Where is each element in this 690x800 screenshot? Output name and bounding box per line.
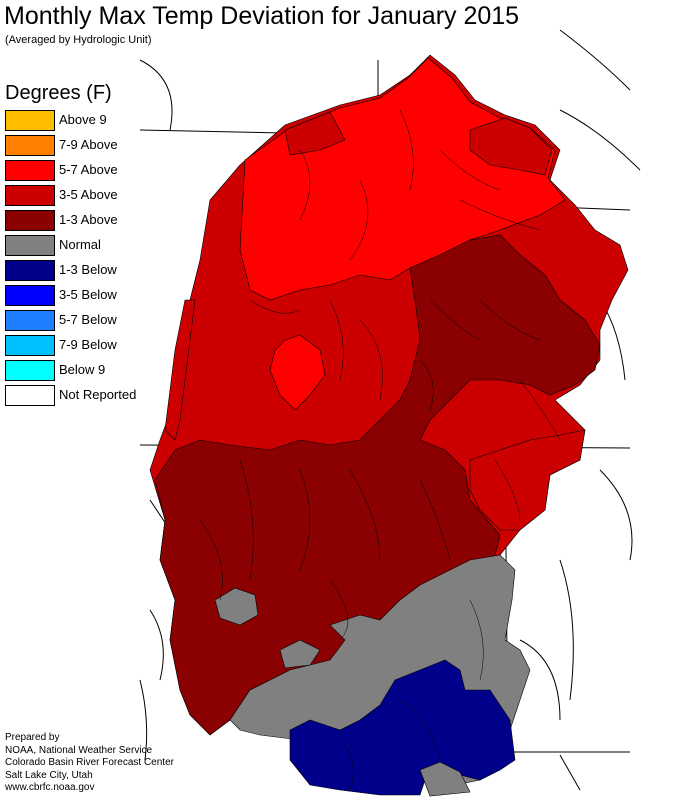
legend-item-5-7-above: 5-7 Above [5, 160, 175, 181]
credit-line: Salt Lake City, Utah [5, 769, 93, 781]
region-normal-mid [279, 639, 321, 669]
legend-label: 3-5 Below [59, 287, 117, 302]
legend-swatch [5, 335, 55, 356]
region-3-5-above-west-strip [164, 299, 196, 441]
credit-line: NOAA, National Weather Service [5, 744, 153, 756]
legend-label: 7-9 Above [59, 137, 118, 152]
legend-label: 5-7 Above [59, 162, 118, 177]
legend-swatch [5, 360, 55, 381]
legend-label: 7-9 Below [59, 337, 117, 352]
legend-item-7-9-above: 7-9 Above [5, 135, 175, 156]
map-subtitle: (Averaged by Hydrologic Unit) [5, 34, 152, 46]
legend-label: Below 9 [59, 362, 106, 377]
legend-swatch [5, 260, 55, 281]
legend-label: 5-7 Below [59, 312, 117, 327]
legend-label: 1-3 Above [59, 212, 118, 227]
legend-label: 1-3 Below [59, 262, 117, 277]
credit-line: www.cbrfc.noaa.gov [5, 782, 95, 793]
legend-item-normal: Normal [5, 235, 175, 256]
legend-label: 3-5 Above [59, 187, 118, 202]
legend-item-7-9-below: 7-9 Below [5, 335, 175, 356]
legend-item-above-9: Above 9 [5, 110, 175, 131]
legend-swatch [5, 160, 55, 181]
region-3-5-above-east [469, 429, 586, 531]
region-normal-south [419, 761, 471, 797]
legend-item-1-3-above: 1-3 Above [5, 210, 175, 231]
region-3-5-above-ne [469, 117, 553, 176]
legend-label: Normal [59, 237, 101, 252]
region-normal-west [214, 587, 259, 626]
map-title: Monthly Max Temp Deviation for January 2… [4, 2, 520, 30]
legend-swatch [5, 110, 55, 131]
credit-line: Colorado Basin River Forecast Center [5, 757, 174, 768]
legend-swatch [5, 285, 55, 306]
basin-regions [149, 54, 629, 797]
credit-line: Prepared by [5, 732, 60, 743]
legend-item-not-reported: Not Reported [5, 385, 175, 406]
legend-swatch [5, 185, 55, 206]
legend-title: Degrees (F) [5, 82, 112, 104]
legend-label: Not Reported [59, 387, 137, 402]
legend-swatch [5, 210, 55, 231]
legend-item-3-5-above: 3-5 Above [5, 185, 175, 206]
region-3-5-above-nw [284, 111, 346, 156]
region-5-7-above-south-lobe [269, 334, 326, 411]
legend-swatch [5, 235, 55, 256]
legend-swatch [5, 135, 55, 156]
legend-item-5-7-below: 5-7 Below [5, 310, 175, 331]
legend-item-3-5-below: 3-5 Below [5, 285, 175, 306]
legend-swatch [5, 385, 55, 406]
credits: Prepared by NOAA, National Weather Servi… [5, 732, 174, 795]
legend-item-below-9: Below 9 [5, 360, 175, 381]
legend-item-1-3-below: 1-3 Below [5, 260, 175, 281]
legend-swatch [5, 310, 55, 331]
legend-label: Above 9 [59, 112, 107, 127]
hydrologic-unit-lines [199, 109, 561, 791]
